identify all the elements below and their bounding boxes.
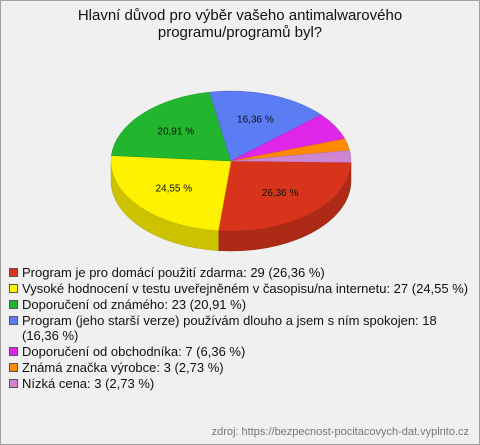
legend-item: Program je pro domácí použití zdarma: 29… (9, 265, 471, 280)
legend-item: Doporučení od známého: 23 (20,91 %) (9, 297, 471, 312)
pie-area: 26,36 % 24,55 % 20,91 % 16,36 % (110, 90, 352, 252)
legend-swatch (9, 316, 18, 325)
legend-item: Nízká cena: 3 (2,73 %) (9, 376, 471, 391)
legend-item: Vysoké hodnocení v testu uveřejněném v č… (9, 281, 471, 296)
legend-swatch (9, 284, 18, 293)
slice-label: 26,36 % (262, 188, 299, 199)
slice-label: 16,36 % (237, 115, 274, 126)
legend-label: Vysoké hodnocení v testu uveřejněném v č… (22, 281, 469, 296)
legend-item: Program (jeho starší verze) používám dlo… (9, 313, 471, 343)
chart-title: Hlavní důvod pro výběr vašeho antimalwar… (77, 7, 403, 41)
legend: Program je pro domácí použití zdarma: 29… (9, 265, 471, 392)
pie-slice (111, 91, 232, 162)
legend-item: Známá značka výrobce: 3 (2,73 %) (9, 360, 471, 375)
legend-swatch (9, 379, 18, 388)
pie-slice (230, 150, 352, 163)
slice-label: 20,91 % (157, 127, 194, 138)
legend-label: Program (jeho starší verze) používám dlo… (22, 313, 437, 343)
legend-label: Doporučení od známého: 23 (20,91 %) (22, 297, 247, 312)
pie-slice (209, 90, 322, 162)
source-note: zdroj: https://bezpecnost-pocitacovych-d… (211, 426, 469, 438)
pie-slice (218, 160, 352, 232)
legend-label: Známá značka výrobce: 3 (2,73 %) (22, 360, 224, 375)
legend-label: Program je pro domácí použití zdarma: 29… (22, 265, 325, 280)
legend-label: Doporučení od obchodníka: 7 (6,36 %) (22, 344, 246, 359)
pie-slice (110, 155, 232, 231)
legend-swatch (9, 347, 18, 356)
slice-label: 24,55 % (155, 183, 192, 194)
legend-label: Nízká cena: 3 (2,73 %) (22, 376, 155, 391)
legend-swatch (9, 268, 18, 277)
legend-item: Doporučení od obchodníka: 7 (6,36 %) (9, 344, 471, 359)
legend-swatch (9, 363, 18, 372)
legend-swatch (9, 300, 18, 309)
